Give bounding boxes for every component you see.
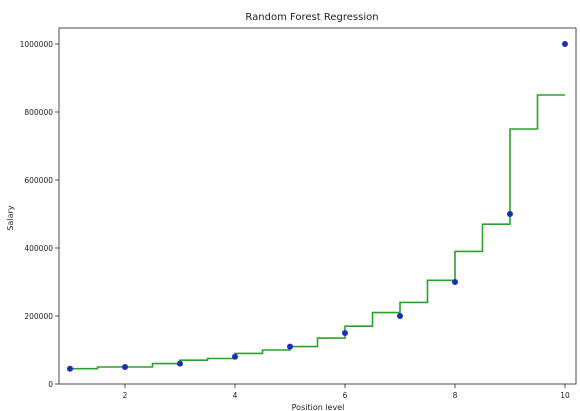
data-point [452, 279, 458, 285]
x-axis-label: Position level [292, 403, 345, 411]
y-tick-label: 600000 [24, 176, 53, 185]
data-point [507, 211, 513, 217]
step-line-series [70, 94, 565, 370]
data-point [232, 353, 238, 360]
x-tick-label: 10 [560, 391, 570, 400]
data-point [342, 330, 348, 336]
x-tick-label: 2 [123, 391, 128, 400]
y-tick-label: 200000 [24, 312, 53, 321]
y-tick-label: 800000 [24, 108, 53, 117]
chart-title: Random Forest Regression [245, 12, 378, 23]
step-line [70, 94, 565, 370]
data-point [287, 343, 293, 350]
x-tick-label: 8 [453, 391, 458, 400]
plot-frame [58, 27, 577, 385]
data-point [397, 313, 403, 319]
data-point [177, 360, 183, 367]
y-axis-ticks: 0 200000 400000 600000 800000 1000000 [20, 40, 59, 389]
data-point [562, 41, 568, 47]
data-points-series [67, 41, 568, 372]
y-axis-label: Salary [6, 205, 15, 230]
data-point [122, 364, 128, 370]
x-tick-label: 6 [343, 391, 348, 400]
data-point [67, 365, 73, 372]
y-tick-label: 0 [48, 380, 53, 389]
y-tick-label: 400000 [24, 244, 53, 253]
x-axis-ticks: 2 4 6 8 10 [123, 384, 570, 400]
x-tick-label: 4 [233, 391, 238, 400]
y-tick-label: 1000000 [20, 40, 54, 49]
